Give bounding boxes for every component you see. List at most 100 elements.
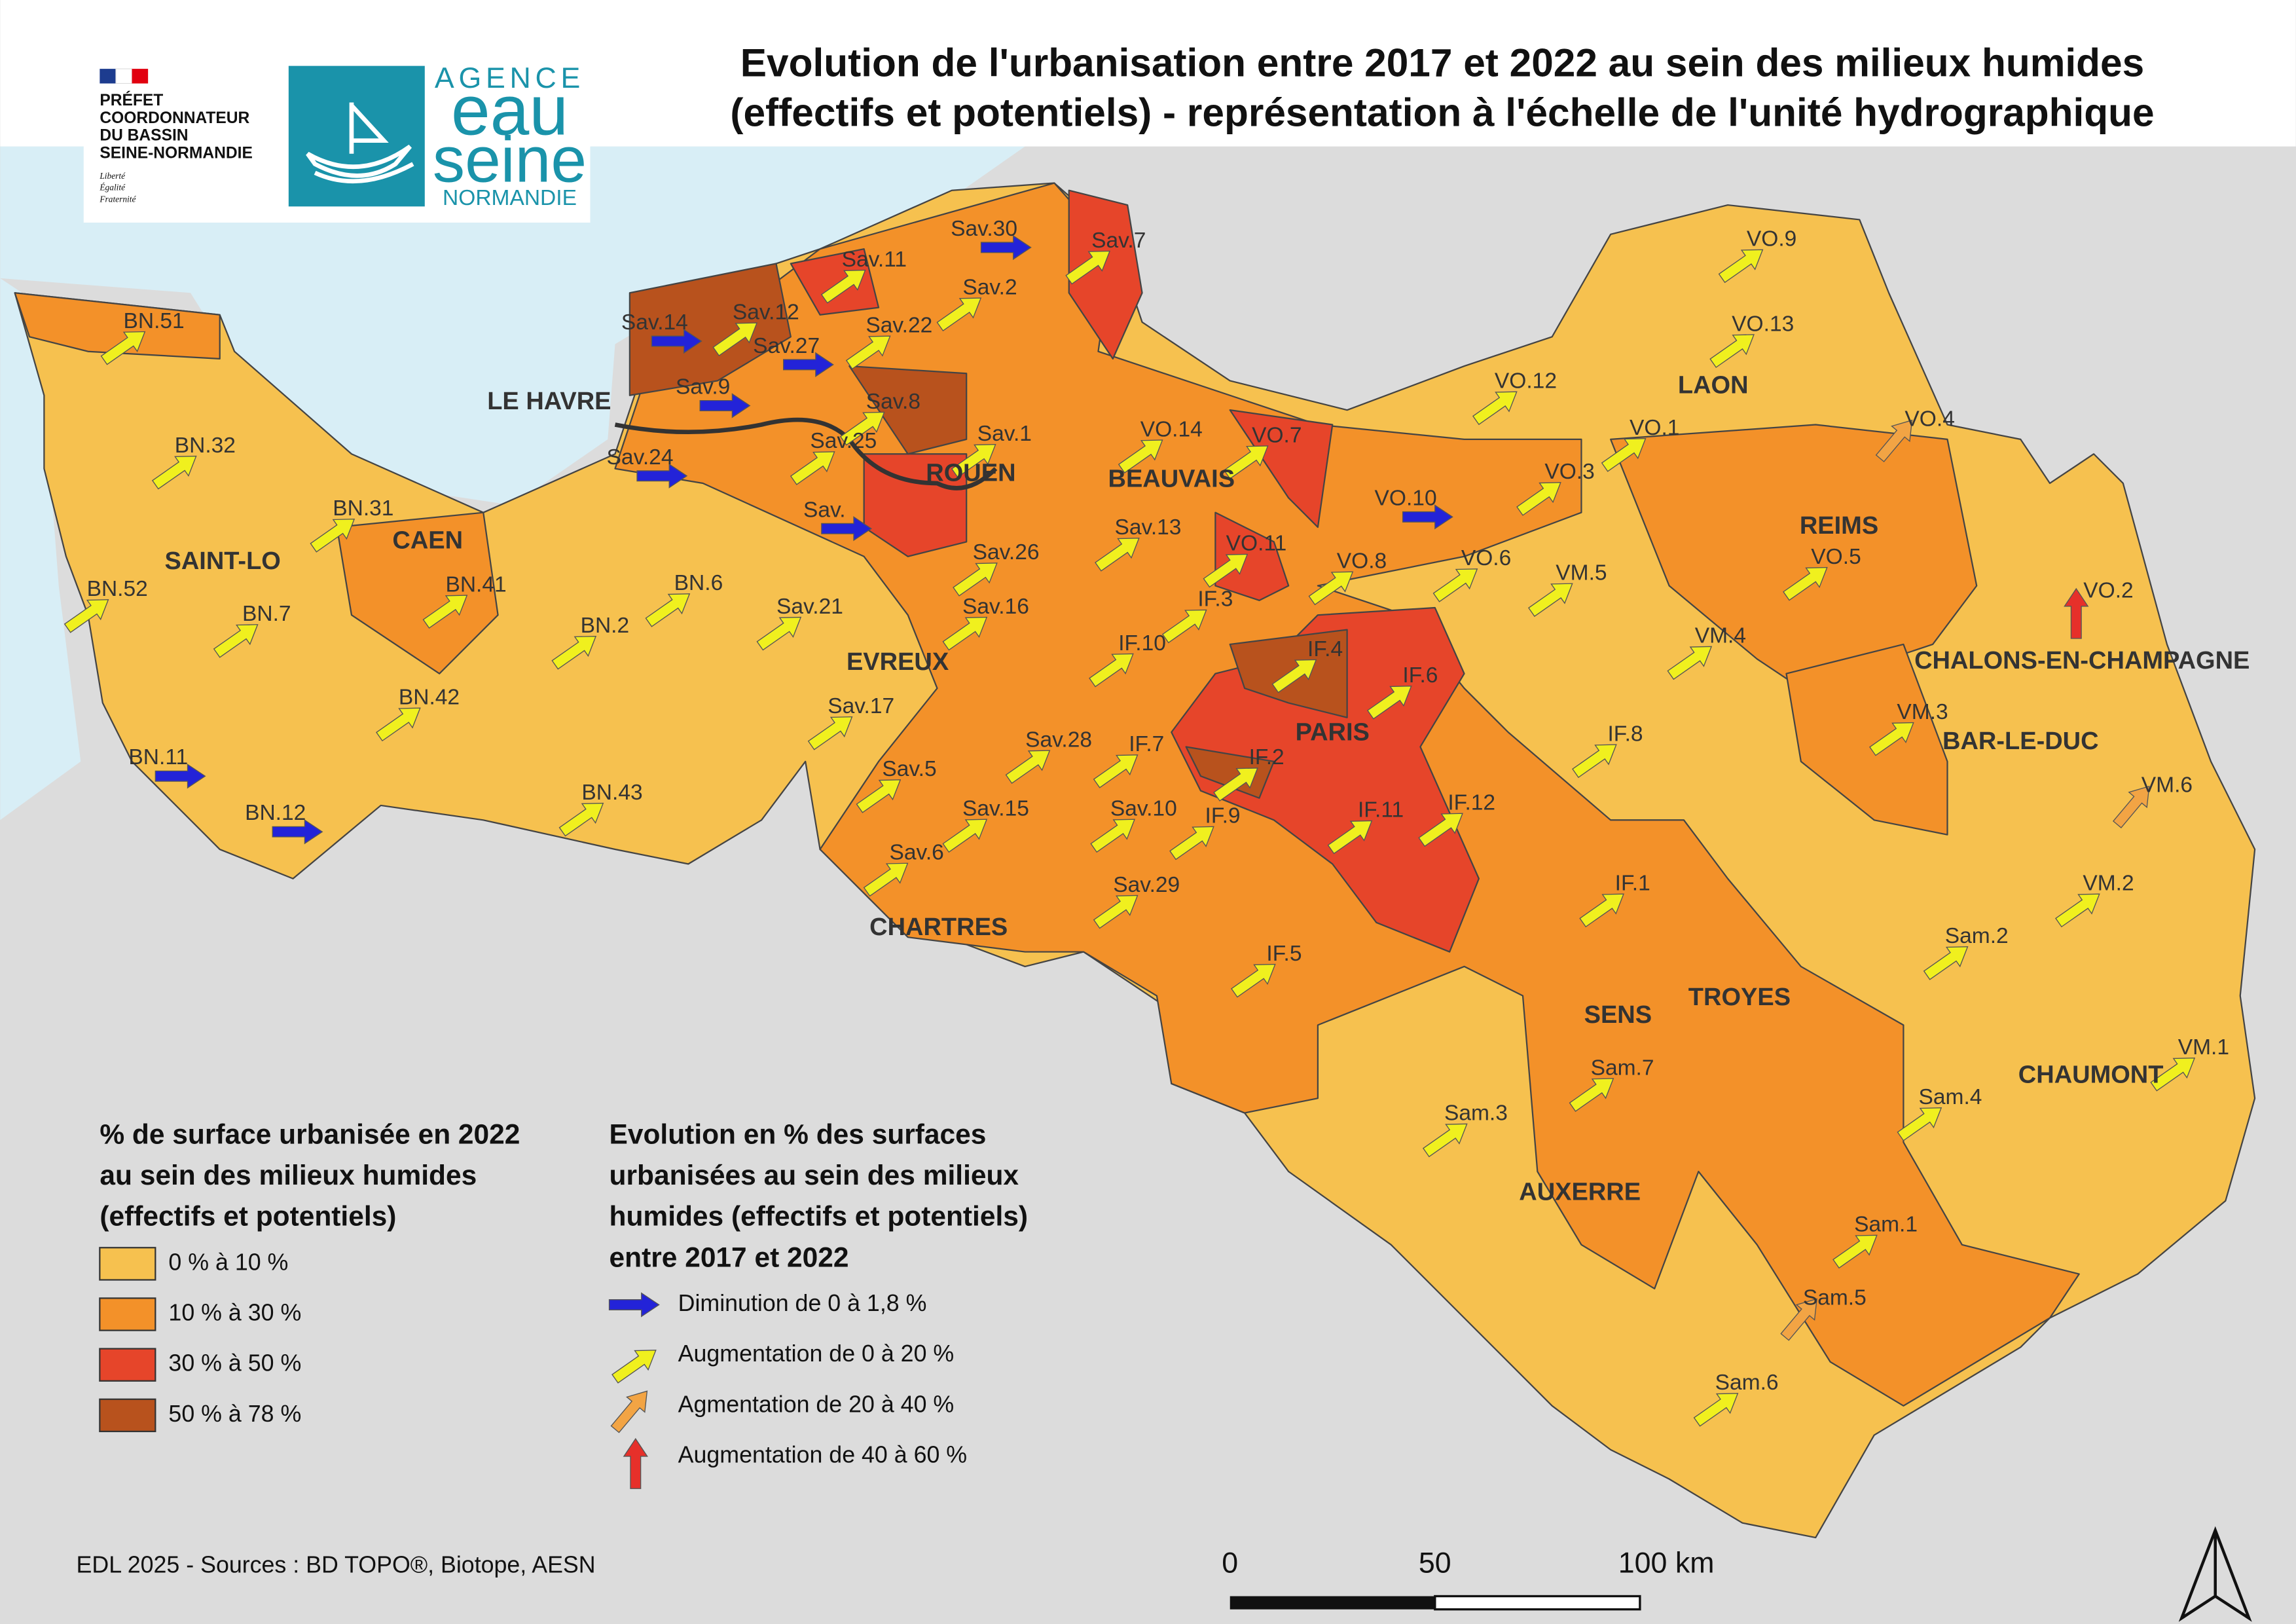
hydro-unit-area bbox=[1185, 746, 1275, 799]
trend-arrow bbox=[272, 819, 323, 845]
source: EDL 2025 - Sources : BD TOPO®, Biotope, … bbox=[77, 1552, 596, 1578]
trend-arrow bbox=[558, 802, 604, 837]
trend-arrow bbox=[645, 593, 691, 627]
hydro-unit-area bbox=[863, 453, 968, 557]
trend-arrow bbox=[1783, 566, 1828, 601]
legend-label: 0 % à 10 % bbox=[168, 1249, 288, 1275]
trend-arrow bbox=[1516, 482, 1561, 516]
trend-arrow bbox=[608, 1292, 660, 1318]
flag-red bbox=[132, 69, 149, 84]
trend-arrow bbox=[1093, 895, 1139, 929]
unit-label: Sam.5 bbox=[1803, 1285, 1867, 1310]
unit-label: Sam.1 bbox=[1854, 1213, 1918, 1237]
trend-arrow bbox=[1327, 820, 1373, 855]
legend-label: 10 % à 30 % bbox=[168, 1299, 301, 1325]
unit-label: VO.11 bbox=[1226, 532, 1287, 556]
unit-label: IF.10 bbox=[1118, 631, 1166, 655]
legend-title: urbanisées au sein des milieux bbox=[610, 1160, 1019, 1191]
trend-arrow bbox=[980, 234, 1032, 261]
unit-label: BN.51 bbox=[123, 309, 184, 333]
agence-line: eau bbox=[451, 71, 568, 150]
city-label: PARIS bbox=[1296, 718, 1370, 746]
unit-label: BN.43 bbox=[581, 781, 642, 805]
legend-label: Augmentation de 40 à 60 % bbox=[678, 1441, 967, 1467]
city-label: BEAUVAIS bbox=[1108, 466, 1235, 493]
unit-label: Sav.11 bbox=[842, 248, 907, 272]
trend-arrow bbox=[1667, 646, 1713, 680]
legend-title: (effectifs et potentiels) bbox=[100, 1202, 396, 1232]
unit-label: Sav.24 bbox=[607, 445, 674, 470]
unit-label: Sav.5 bbox=[882, 757, 936, 781]
prefet-line: COORDONNATEUR bbox=[100, 109, 249, 127]
hydro-unit-area bbox=[14, 292, 221, 360]
unit-label: BN.31 bbox=[333, 496, 393, 521]
trend-arrow bbox=[151, 455, 197, 490]
title-line: Evolution de l'urbanisation entre 2017 e… bbox=[740, 40, 2144, 84]
unit-label: VM.4 bbox=[1695, 624, 1746, 648]
boat-icon bbox=[306, 102, 414, 184]
unit-label: Sav.7 bbox=[1091, 229, 1146, 253]
trend-arrow bbox=[1005, 750, 1051, 784]
legend-title: % de surface urbanisée en 2022 bbox=[100, 1120, 520, 1151]
trend-arrow bbox=[1422, 1123, 1468, 1158]
city-label: BAR-LE-DUC bbox=[1942, 728, 2099, 755]
unit-label: VO.13 bbox=[1732, 312, 1794, 336]
unit-label: VO.14 bbox=[1140, 417, 1203, 441]
trend-arrow bbox=[1169, 826, 1214, 860]
unit-label: Sam.4 bbox=[1919, 1085, 1982, 1109]
unit-label: VO.10 bbox=[1375, 486, 1437, 510]
city-label: LAON bbox=[1678, 371, 1749, 399]
unit-label: Sav.21 bbox=[776, 595, 843, 619]
trend-arrow bbox=[1402, 504, 1453, 530]
scale-labels: 0 50 100 km bbox=[1222, 1547, 1714, 1579]
unit-label: BN.11 bbox=[128, 745, 188, 769]
unit-label: VO.7 bbox=[1252, 423, 1302, 447]
city-label: SAINT-LO bbox=[165, 547, 281, 575]
trend-arrow bbox=[1718, 249, 1764, 284]
trend-arrow bbox=[790, 451, 835, 485]
legend-title: Evolution en % des surfaces bbox=[610, 1120, 987, 1151]
legend-swatch bbox=[99, 1348, 156, 1382]
city-label: CHARTRES bbox=[869, 913, 1008, 941]
seine-river bbox=[614, 417, 998, 490]
trend-arrow bbox=[1271, 659, 1317, 693]
hydro-unit-area bbox=[1785, 643, 1948, 836]
trend-arrow bbox=[1308, 571, 1354, 606]
legend-evolution: Evolution en % des surfaces urbanisées au… bbox=[608, 1120, 1028, 1489]
unit-label: BN.2 bbox=[581, 614, 630, 638]
unit-label: IF.2 bbox=[1249, 745, 1285, 769]
trend-arrow bbox=[953, 563, 998, 597]
legend-swatch bbox=[99, 1297, 156, 1331]
unit-label: Sav.2 bbox=[962, 275, 1017, 299]
hydro-unit-area bbox=[629, 263, 792, 396]
scale-label: 0 bbox=[1222, 1547, 1238, 1579]
unit-label: Sav.16 bbox=[962, 595, 1029, 619]
unit-label: BN.42 bbox=[399, 686, 460, 710]
unit-label: Sav.30 bbox=[951, 217, 1017, 241]
hydro-unit-area bbox=[1229, 409, 1334, 528]
unit-label: IF.3 bbox=[1197, 587, 1233, 612]
trend-arrow bbox=[1366, 685, 1412, 720]
legend-title: au sein des milieux humides bbox=[100, 1160, 477, 1191]
unit-label: Sam.6 bbox=[1715, 1371, 1779, 1395]
unit-label: IF.9 bbox=[1205, 804, 1241, 828]
trend-arrow bbox=[1118, 439, 1163, 473]
trend-arrow bbox=[712, 322, 758, 357]
unit-label: Sav.12 bbox=[733, 300, 799, 324]
trend-arrow bbox=[623, 1437, 648, 1489]
unit-label: Sav. bbox=[803, 498, 846, 522]
unit-label: IF.4 bbox=[1307, 637, 1343, 661]
city-label: SENS bbox=[1584, 1001, 1652, 1029]
trend-arrow bbox=[845, 335, 891, 370]
map-title: Evolution de l'urbanisation entre 2017 e… bbox=[730, 40, 2154, 134]
trend-arrow bbox=[951, 444, 996, 478]
trend-arrow bbox=[1418, 813, 1463, 847]
trend-arrow bbox=[1832, 1234, 1878, 1269]
unit-label: Sav.29 bbox=[1113, 873, 1180, 897]
trend-arrow bbox=[1923, 946, 1969, 980]
trend-arrow bbox=[213, 624, 259, 658]
unit-label: VM.1 bbox=[2178, 1035, 2229, 1060]
sea bbox=[0, 278, 81, 821]
